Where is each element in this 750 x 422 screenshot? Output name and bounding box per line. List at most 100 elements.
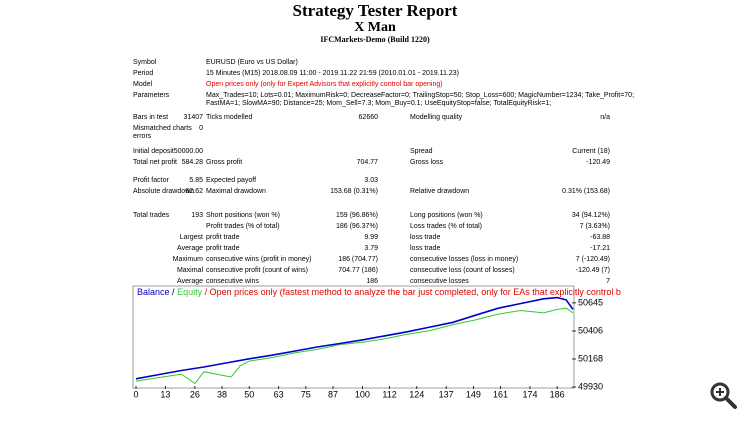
x-tick-label: 100 xyxy=(355,389,370,399)
cell-value: 159 (96.86%) xyxy=(335,212,378,219)
x-tick-label: 38 xyxy=(217,389,227,399)
row-label: profit trade xyxy=(206,245,240,252)
row-label: loss trade xyxy=(410,234,441,241)
row-label: Period xyxy=(133,70,154,77)
row-label: Gross loss xyxy=(410,159,444,166)
cell-value: 704.77 xyxy=(356,159,378,166)
series-line xyxy=(135,307,574,385)
server-name: IFCMarkets-Demo (Build 1220) xyxy=(320,35,430,44)
x-tick-label: 149 xyxy=(466,389,481,399)
cell-value: -63.88 xyxy=(590,234,610,241)
row-label: Loss trades (% of total) xyxy=(410,223,482,230)
cell-value: 7 xyxy=(606,278,610,285)
cell-value: -120.49 (7) xyxy=(575,267,610,274)
row-label: consecutive wins (profit in money) xyxy=(206,256,312,263)
cell-value: 3.03 xyxy=(364,177,378,184)
row-label: consecutive losses xyxy=(410,278,469,285)
row-label: consecutive wins xyxy=(206,278,259,285)
row-label: Relative drawdown xyxy=(410,188,470,195)
legend-equity: Equity xyxy=(177,287,203,297)
row-label: profit trade xyxy=(206,234,240,241)
row-label: consecutive profit (count of wins) xyxy=(206,267,308,274)
y-tick-label: 49930 xyxy=(578,381,603,391)
cell-value: EURUSD (Euro vs US Dollar) xyxy=(206,59,298,66)
cell-value: 9.99 xyxy=(364,234,378,241)
cell-value: 0 xyxy=(199,125,203,132)
cell-value: 50000.00 xyxy=(173,148,203,155)
row-label: Total trades xyxy=(133,212,170,219)
cell-value: 153.68 (0.31%) xyxy=(330,188,378,195)
row-label: Ticks modelled xyxy=(206,114,253,121)
row-label: Bars in test xyxy=(133,114,169,121)
cell-value: 186 (704.77) xyxy=(338,256,378,263)
x-tick-label: 137 xyxy=(439,389,454,399)
y-tick-label: 50645 xyxy=(578,297,603,307)
cell-value: Maximal xyxy=(176,267,203,274)
cell-value: 193 xyxy=(191,212,203,219)
y-tick-label: 50168 xyxy=(578,353,603,363)
x-tick-label: 26 xyxy=(190,389,200,399)
cell-value: 31407 xyxy=(183,114,203,121)
cell-value: 7 (-120.49) xyxy=(575,256,610,263)
row-label: Profit factor xyxy=(133,177,169,184)
cell-value: Current (18) xyxy=(572,148,610,155)
x-tick-label: 124 xyxy=(409,389,424,399)
cell-value: Average xyxy=(177,278,203,285)
x-tick-label: 63 xyxy=(274,389,284,399)
cell-value: Average xyxy=(177,245,203,252)
cell-value: 15 Minutes (M15) 2018.08.09 11:00 - 2019… xyxy=(206,70,459,77)
x-tick-label: 0 xyxy=(133,389,138,399)
legend-separator: / xyxy=(205,287,208,297)
row-label: Short positions (won %) xyxy=(206,212,280,219)
cell-value: 0.31% (153.68) xyxy=(562,188,610,195)
cell-value: 34 (94.12%) xyxy=(571,212,610,219)
x-tick-label: 174 xyxy=(522,389,537,399)
row-label: consecutive loss (count of losses) xyxy=(410,267,515,274)
x-tick-label: 112 xyxy=(382,389,396,399)
row-label: Initial deposit xyxy=(133,148,174,155)
cell-value: n/a xyxy=(600,114,610,121)
row-label: Symbol xyxy=(133,59,157,66)
cell-value: 7 (3.63%) xyxy=(579,223,610,230)
row-label: Absolute drawdown xyxy=(133,188,195,195)
row-label: Expected payoff xyxy=(206,177,257,184)
row-label: Model xyxy=(133,81,153,88)
row-label: Gross profit xyxy=(206,159,243,166)
row-label: Profit trades (% of total) xyxy=(206,223,280,230)
zoom-icon[interactable] xyxy=(710,382,737,409)
cell-value: 3.79 xyxy=(364,245,378,252)
report-title: Strategy Tester Report xyxy=(292,1,458,20)
parameter-line: Max_Trades=10; Lots=0.01; MaximumRisk=0;… xyxy=(206,92,635,99)
cell-value: 62.62 xyxy=(185,188,203,195)
row-label: Maximal drawdown xyxy=(206,188,266,195)
legend-separator: / xyxy=(172,287,175,297)
cell-value: 704.77 (186) xyxy=(338,267,378,274)
row-label: Mismatched charts errors xyxy=(133,125,192,140)
cell-value: Maximum xyxy=(172,256,203,263)
cell-value: 584.28 xyxy=(181,159,203,166)
cell-value: -17.21 xyxy=(590,245,610,252)
parameter-line: FastMA=1; SlowMA=90; Distance=25; Mom_Se… xyxy=(206,100,552,107)
cell-value: Largest xyxy=(179,234,203,241)
cell-value: 5.85 xyxy=(189,177,203,184)
x-tick-label: 13 xyxy=(160,389,170,399)
cell-value: Open prices only (only for Expert Adviso… xyxy=(206,81,443,88)
x-tick-label: 87 xyxy=(328,389,338,399)
chart-frame xyxy=(132,285,575,389)
series-line xyxy=(135,296,574,380)
cell-value: 62660 xyxy=(358,114,378,121)
x-tick-label: 50 xyxy=(244,389,254,399)
legend-note: Open prices only (fastest method to anal… xyxy=(210,287,621,297)
y-tick-label: 50406 xyxy=(578,325,603,335)
x-tick-label: 186 xyxy=(550,389,565,399)
row-label: consecutive losses (loss in money) xyxy=(410,256,519,263)
legend: Balance / Equity / Open prices only (fas… xyxy=(137,287,621,297)
expert-name: X Man xyxy=(354,20,396,35)
row-label: Total net profit xyxy=(133,159,177,166)
cell-value: 186 xyxy=(366,278,378,285)
cell-value: 186 (96.37%) xyxy=(335,223,378,230)
row-label: Spread xyxy=(410,148,433,155)
cell-value: -120.49 xyxy=(586,159,610,166)
row-label: Modelling quality xyxy=(410,114,463,121)
